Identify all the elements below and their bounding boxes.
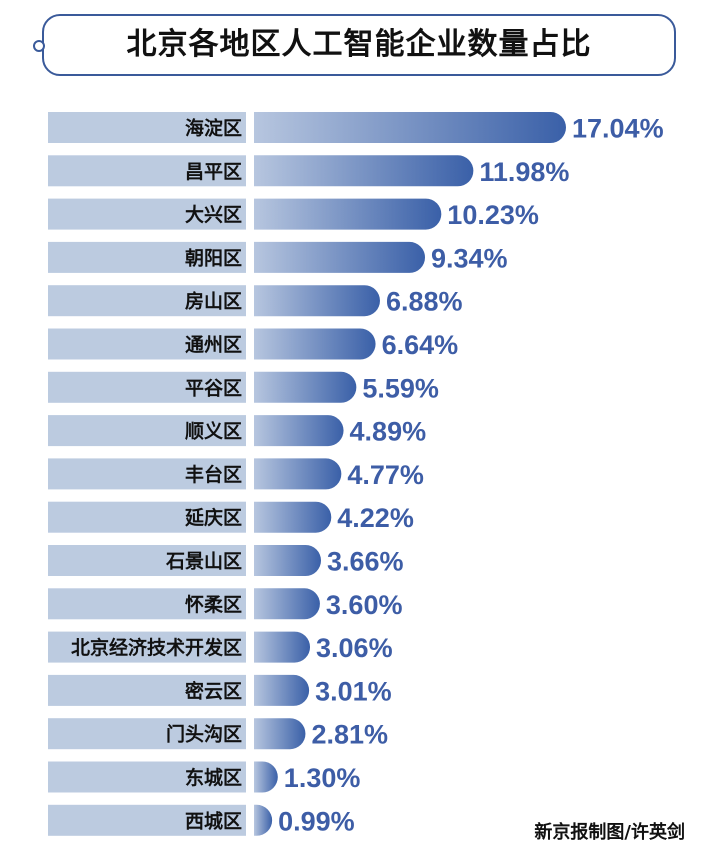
bar bbox=[254, 718, 306, 750]
category-label: 昌平区 bbox=[185, 161, 242, 183]
value-label: 6.88% bbox=[386, 287, 463, 317]
bar bbox=[254, 588, 320, 620]
value-label: 3.60% bbox=[326, 590, 403, 620]
bar bbox=[254, 415, 344, 447]
value-label: 3.06% bbox=[316, 633, 393, 663]
value-label: 4.22% bbox=[337, 503, 414, 533]
bar bbox=[254, 155, 474, 187]
value-label: 6.64% bbox=[382, 330, 459, 360]
bar bbox=[254, 241, 426, 273]
bar bbox=[254, 804, 273, 836]
category-band bbox=[48, 674, 246, 706]
category-label: 通州区 bbox=[185, 334, 242, 356]
value-label: 3.01% bbox=[315, 676, 392, 706]
category-band bbox=[48, 501, 246, 533]
bar bbox=[254, 674, 310, 706]
category-band bbox=[48, 631, 246, 663]
value-label: 4.77% bbox=[347, 460, 424, 490]
value-label: 9.34% bbox=[431, 243, 508, 273]
category-label: 丰台区 bbox=[185, 463, 242, 486]
category-label: 延庆区 bbox=[184, 506, 242, 529]
chart-title: 北京各地区人工智能企业数量占比 bbox=[126, 27, 592, 62]
category-label: 北京经济技术开发区 bbox=[71, 636, 242, 659]
bar bbox=[254, 112, 566, 143]
category-band bbox=[48, 241, 246, 273]
category-label: 海淀区 bbox=[185, 117, 242, 140]
category-label: 怀柔区 bbox=[185, 593, 242, 616]
category-label: 密云区 bbox=[185, 679, 242, 702]
value-label: 5.59% bbox=[362, 373, 439, 403]
category-band bbox=[48, 458, 246, 490]
category-band bbox=[48, 155, 246, 187]
credit-text: 新京报制图/许英剑 bbox=[534, 822, 685, 843]
category-label: 东城区 bbox=[185, 766, 242, 789]
category-band bbox=[48, 804, 246, 836]
value-label: 2.81% bbox=[311, 720, 388, 750]
category-band bbox=[48, 112, 246, 143]
category-label: 大兴区 bbox=[185, 203, 242, 226]
category-band bbox=[48, 718, 246, 750]
value-label: 11.98% bbox=[479, 157, 569, 187]
category-label: 平谷区 bbox=[185, 377, 242, 399]
bar bbox=[254, 545, 322, 576]
bar bbox=[254, 501, 332, 533]
category-band bbox=[48, 371, 246, 403]
category-band bbox=[48, 285, 246, 317]
category-band bbox=[48, 545, 246, 576]
category-label: 朝阳区 bbox=[185, 247, 242, 269]
category-band bbox=[48, 415, 246, 447]
value-label: 3.66% bbox=[327, 547, 404, 577]
category-label: 顺义区 bbox=[185, 421, 242, 443]
category-band bbox=[48, 198, 246, 230]
category-band bbox=[48, 761, 246, 793]
bar bbox=[254, 631, 311, 663]
bar bbox=[254, 761, 278, 793]
value-label: 10.23% bbox=[447, 200, 539, 230]
category-band bbox=[48, 588, 246, 620]
value-label: 1.30% bbox=[284, 763, 361, 793]
category-band bbox=[48, 328, 246, 360]
bar bbox=[254, 198, 442, 230]
category-label: 门头沟区 bbox=[166, 723, 242, 746]
bar bbox=[254, 458, 342, 490]
title-box: 北京各地区人工智能企业数量占比 bbox=[42, 14, 676, 76]
title-knob bbox=[33, 40, 45, 52]
category-label: 西城区 bbox=[185, 809, 242, 832]
bar bbox=[254, 371, 357, 403]
category-label: 房山区 bbox=[185, 290, 242, 313]
value-label: 0.99% bbox=[278, 806, 355, 836]
category-label: 石景山区 bbox=[165, 551, 242, 573]
bar bbox=[254, 328, 376, 360]
value-label: 4.89% bbox=[350, 417, 427, 447]
bar bbox=[254, 285, 380, 317]
value-label: 17.04% bbox=[572, 114, 664, 144]
